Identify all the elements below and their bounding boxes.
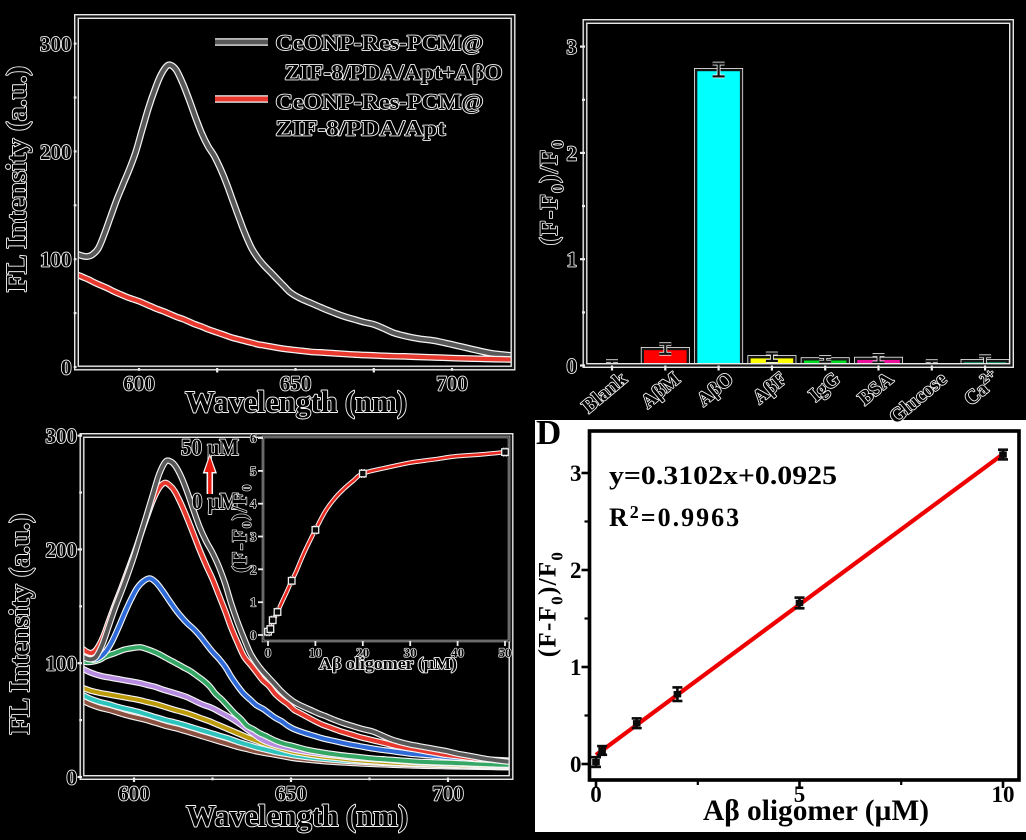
svg-text:4: 4 (250, 496, 257, 511)
svg-text:ZIF-8/PDA/Apt+AβO: ZIF-8/PDA/Apt+AβO (285, 60, 503, 85)
svg-text:100: 100 (40, 248, 72, 272)
svg-text:Wavelength (nm): Wavelength (nm) (185, 384, 407, 419)
svg-text:700: 700 (432, 782, 464, 806)
svg-text:50: 50 (499, 645, 512, 660)
svg-text:600: 600 (118, 782, 150, 806)
svg-text:0: 0 (67, 766, 78, 790)
svg-text:FL Intensity (a.u.): FL Intensity (a.u.) (5, 514, 36, 735)
svg-text:5: 5 (250, 463, 257, 478)
svg-text:D: D (536, 413, 561, 452)
svg-text:1: 1 (250, 595, 257, 610)
svg-text:10: 10 (992, 782, 1015, 807)
svg-text:CeONP-Res-PCM@: CeONP-Res-PCM@ (276, 89, 484, 114)
svg-text:0: 0 (567, 354, 578, 378)
svg-text:20: 20 (356, 645, 369, 660)
svg-text:600: 600 (123, 372, 155, 396)
svg-text:200: 200 (40, 140, 72, 164)
svg-text:0: 0 (265, 645, 272, 660)
svg-text:300: 300 (46, 424, 78, 448)
svg-text:3: 3 (567, 35, 578, 59)
svg-text:CeONP-Res-PCM@: CeONP-Res-PCM@ (276, 30, 484, 55)
svg-text:2: 2 (250, 562, 257, 577)
svg-text:100: 100 (46, 652, 78, 676)
svg-text:0: 0 (250, 628, 257, 643)
svg-text:40: 40 (451, 645, 464, 660)
svg-text:300: 300 (40, 32, 72, 56)
svg-text:3: 3 (570, 461, 582, 486)
svg-text:0 µM: 0 µM (192, 489, 239, 514)
svg-text:6: 6 (250, 431, 257, 446)
svg-text:700: 700 (436, 372, 468, 396)
svg-text:Aβ oligomer (µM): Aβ oligomer (µM) (703, 794, 929, 827)
svg-text:0: 0 (570, 752, 582, 777)
svg-text:FL Intensity (a.u.): FL Intensity (a.u.) (2, 66, 33, 292)
svg-text:650: 650 (275, 782, 307, 806)
svg-text:650: 650 (280, 372, 312, 396)
svg-text:200: 200 (46, 538, 78, 562)
svg-text:0: 0 (61, 356, 72, 380)
svg-text:30: 30 (404, 645, 417, 660)
svg-text:3: 3 (250, 529, 257, 544)
svg-text:10: 10 (309, 645, 322, 660)
svg-text:0: 0 (590, 782, 602, 807)
svg-text:1: 1 (567, 248, 578, 272)
svg-text:Wavelength (nm): Wavelength (nm) (186, 798, 408, 833)
svg-text:5: 5 (794, 782, 806, 807)
svg-text:ZIF-8/PDA/Apt: ZIF-8/PDA/Apt (276, 116, 447, 141)
svg-text:1: 1 (570, 655, 582, 680)
svg-text:R2=0.9963: R2=0.9963 (609, 502, 741, 532)
svg-text:2: 2 (570, 558, 582, 583)
svg-text:y=0.3102x+0.0925: y=0.3102x+0.0925 (609, 461, 837, 490)
svg-text:Aβ oligomer (µM): Aβ oligomer (µM) (319, 654, 457, 673)
svg-text:2: 2 (567, 141, 578, 165)
